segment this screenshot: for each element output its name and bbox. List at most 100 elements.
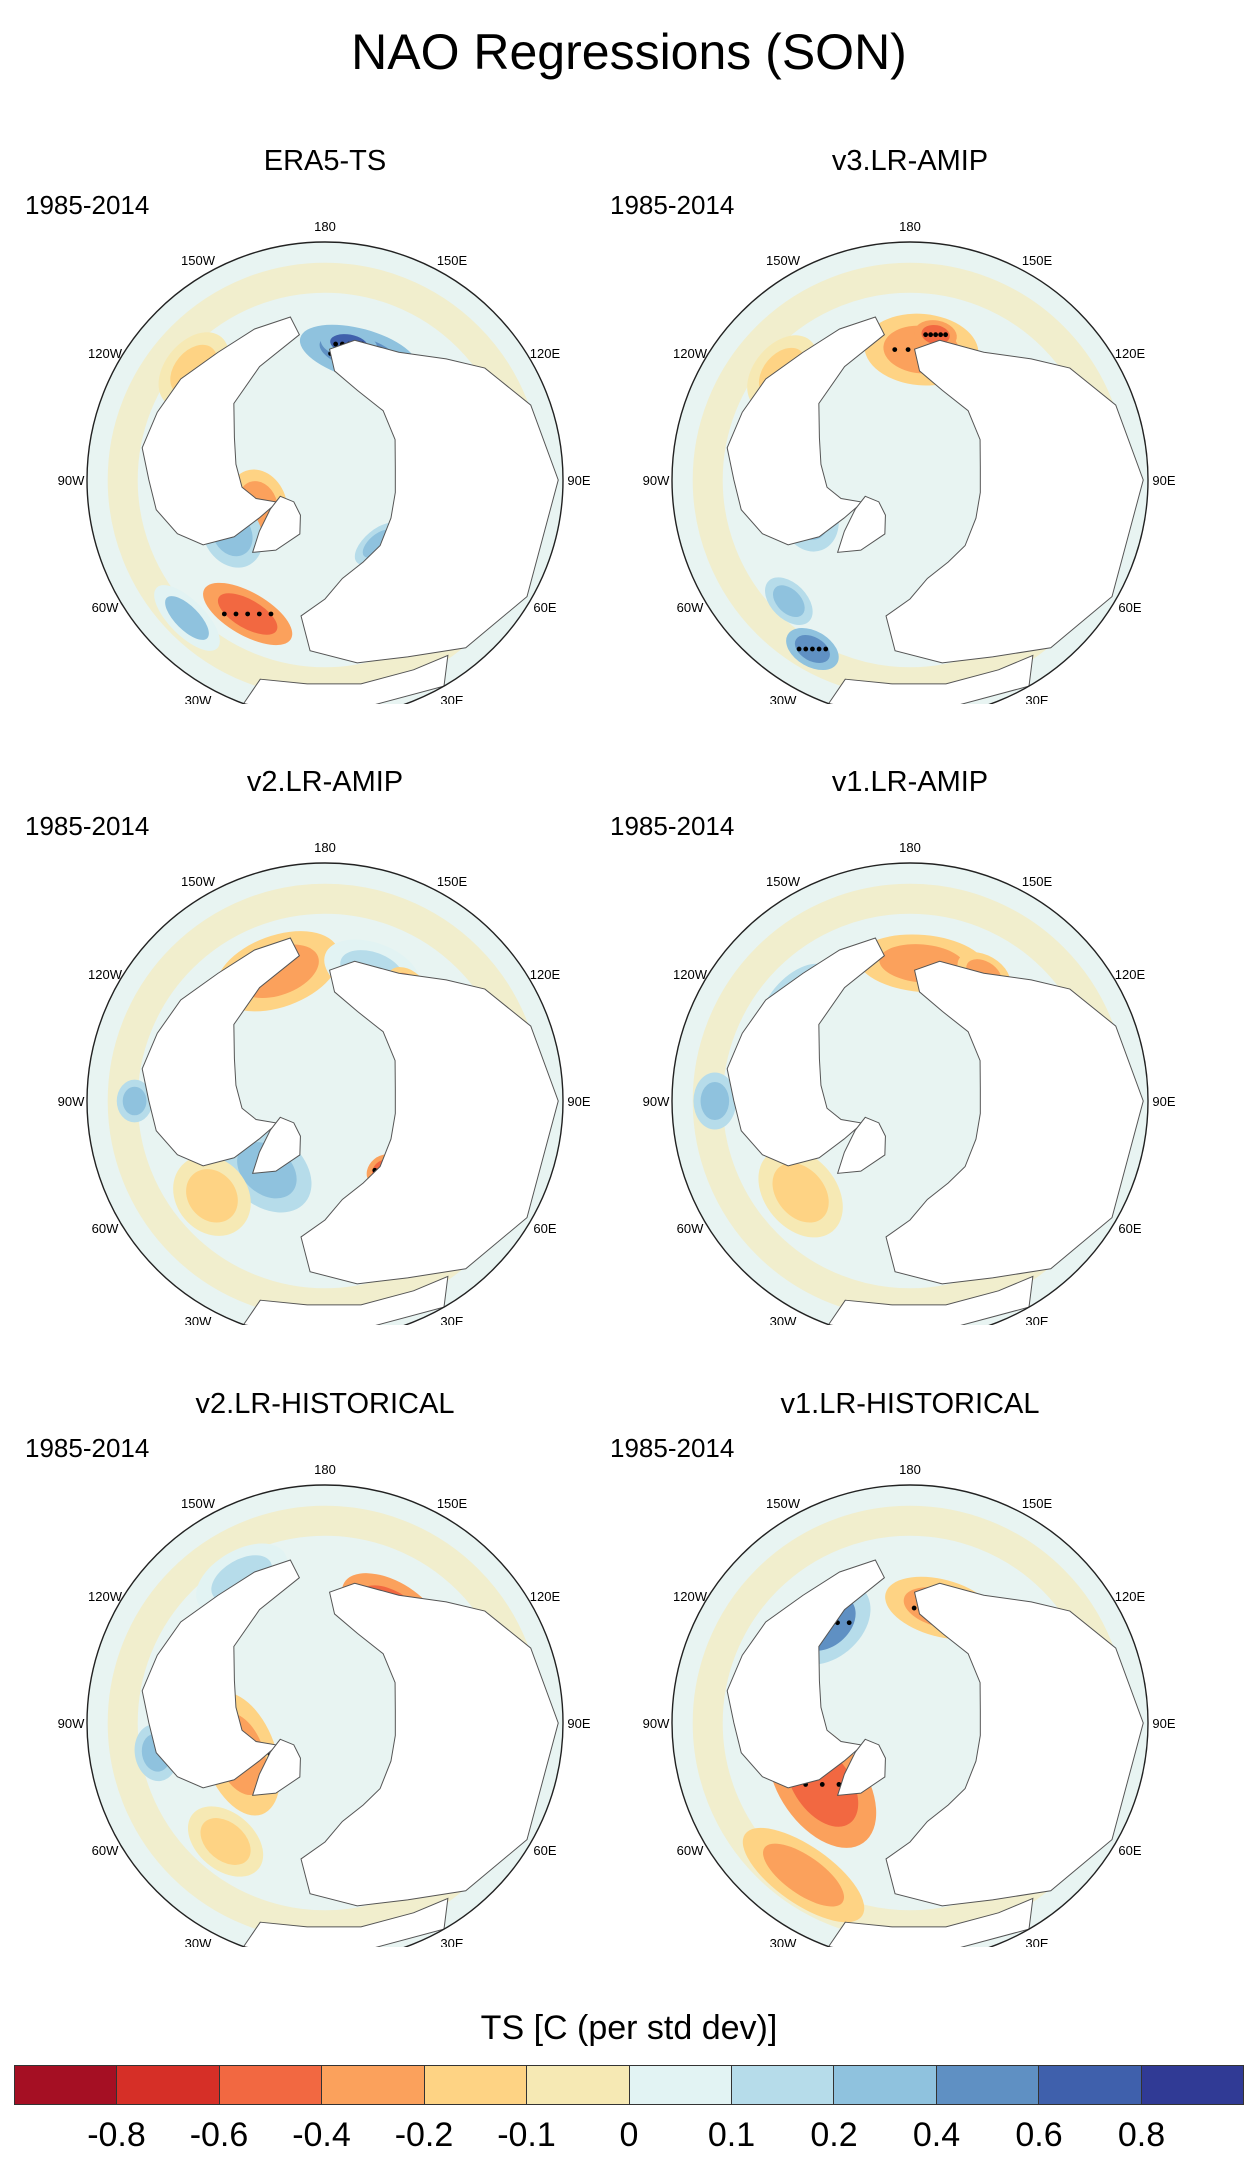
longitude-label: 30E (440, 1936, 463, 1947)
panel-period: 1985-2014 (610, 190, 735, 220)
land-mass (827, 1275, 1034, 1325)
map-border (86, 862, 564, 1325)
significance-dot (923, 332, 929, 338)
land-mass (242, 1897, 449, 1947)
longitude-label: 30W (770, 1314, 797, 1325)
polar-map: 180150E120E90E60E30E030W60W90W120W150W (643, 219, 1176, 704)
polar-map: 180150E120E90E60E30E030W60W90W120W150W (643, 840, 1176, 1325)
colorbar-box (218, 2065, 322, 2105)
longitude-label: 150E (437, 1496, 468, 1511)
longitude-label: 150E (1022, 1496, 1053, 1511)
longitude-label: 90W (643, 1094, 670, 1109)
anomaly-blob (772, 585, 805, 618)
land-mass (827, 1897, 1034, 1947)
land-mass (141, 937, 301, 1167)
longitude-label: 150E (1022, 874, 1053, 889)
longitude-label: 60W (677, 1221, 704, 1236)
longitude-label: 60W (92, 1843, 119, 1858)
longitude-label: 30W (185, 1314, 212, 1325)
land-mass (885, 1582, 1144, 1907)
significance-dot (233, 611, 239, 617)
significance-dot (333, 341, 339, 347)
panel-period: 1985-2014 (610, 811, 735, 841)
map-panel: v1.LR-AMIP 1985-2014 180 150E 120E 90E 60E 30… (610, 765, 1210, 1325)
panel-title: v2.LR-HISTORICAL (195, 1388, 455, 1420)
anomaly-blob (200, 1818, 251, 1865)
colorbar-box (730, 2065, 834, 2105)
map-panel: v2.LR-AMIP 1985-2014 180 150E 120E 90E 60E 30… (25, 765, 625, 1325)
significance-dot (823, 646, 829, 652)
longitude-label: 120W (673, 967, 708, 982)
panel-period: 1985-2014 (25, 190, 150, 220)
colorbar-box (1140, 2065, 1245, 2105)
longitude-label: 60E (1118, 1221, 1141, 1236)
land-mass (836, 495, 886, 553)
longitude-label: 90E (567, 473, 590, 488)
panel-title: v2.LR-AMIP (246, 766, 404, 798)
colorbar-tick-label: -0.1 (497, 2116, 556, 2154)
longitude-label: 180 (314, 219, 336, 234)
significance-dot (846, 1620, 852, 1626)
colorbar-labels: -0.8 -0.6 -0.4 -0.2 -0.1 0 0.1 0.2 0.4 0.6 0.8 (0, 2115, 1258, 2155)
longitude-label: 150W (766, 253, 801, 268)
colorbar-tick-label: 0 (619, 2116, 639, 2154)
colorbar-tick-label: -0.2 (394, 2116, 454, 2154)
anomaly-blob (700, 1081, 730, 1121)
longitude-label: 150W (181, 874, 216, 889)
longitude-label: 120W (673, 346, 708, 361)
longitude-label: 90W (643, 1716, 670, 1731)
longitude-label: 60W (92, 600, 119, 615)
longitude-label: 90E (567, 1716, 590, 1731)
map-panel: v3.LR-AMIP 1985-2014 180 150E 120E 90E 60E 30… (610, 144, 1210, 704)
land-mass (300, 1582, 559, 1907)
polar-map: 180150E120E90E60E30E030W60W90W120W150W (643, 1462, 1176, 1947)
map-border (86, 1484, 564, 1947)
land-mass (141, 316, 301, 546)
land-mass (251, 1116, 301, 1174)
significance-dot (836, 1782, 842, 1787)
map-border (671, 241, 1149, 704)
land-mass (251, 1738, 301, 1796)
land-mass (251, 495, 301, 553)
land-mass (726, 1559, 886, 1789)
longitude-label: 120E (530, 346, 561, 361)
longitude-label: 60E (533, 1221, 556, 1236)
longitude-label: 120W (88, 1589, 123, 1604)
longitude-label: 120W (88, 346, 123, 361)
longitude-label: 180 (899, 840, 921, 855)
land-mass (836, 1116, 886, 1174)
land-mass (300, 339, 559, 664)
longitude-label: 120E (530, 967, 561, 982)
longitude-label: 150W (181, 253, 216, 268)
land-mass (827, 654, 1034, 704)
longitude-label: 60W (92, 1221, 119, 1236)
longitude-label: 180 (314, 1462, 336, 1477)
panel-period: 1985-2014 (610, 1433, 735, 1463)
land-mass (726, 937, 886, 1167)
land-mass (242, 1275, 449, 1325)
anomaly-blob (772, 1163, 829, 1223)
longitude-label: 180 (899, 1462, 921, 1477)
land-mass (242, 654, 449, 704)
longitude-label: 180 (314, 840, 336, 855)
longitude-label: 150W (766, 1496, 801, 1511)
colorbar (14, 2065, 1245, 2105)
significance-dot (816, 646, 822, 652)
map-border (671, 1484, 1149, 1947)
map-panel: v1.LR-HISTORICAL 1985-2014 180 150E 120E 90… (610, 1387, 1210, 1947)
significance-dot (810, 646, 815, 652)
land-mass (300, 960, 559, 1285)
longitude-label: 90W (58, 473, 85, 488)
colorbar-tick-label: 0.4 (912, 2116, 961, 2154)
longitude-label: 120E (530, 1589, 561, 1604)
panel-title: v1.LR-HISTORICAL (780, 1388, 1040, 1420)
colorbar-box (935, 2065, 1039, 2105)
colorbar-box (833, 2065, 936, 2105)
colorbar-tick-label: -0.6 (189, 2116, 249, 2154)
longitude-label: 150W (766, 874, 801, 889)
main-title: NAO Regressions (SON) (351, 24, 907, 80)
anomaly-blob (122, 1086, 147, 1116)
map-border (86, 241, 564, 704)
longitude-label: 90W (643, 473, 670, 488)
significance-dot (268, 611, 274, 617)
